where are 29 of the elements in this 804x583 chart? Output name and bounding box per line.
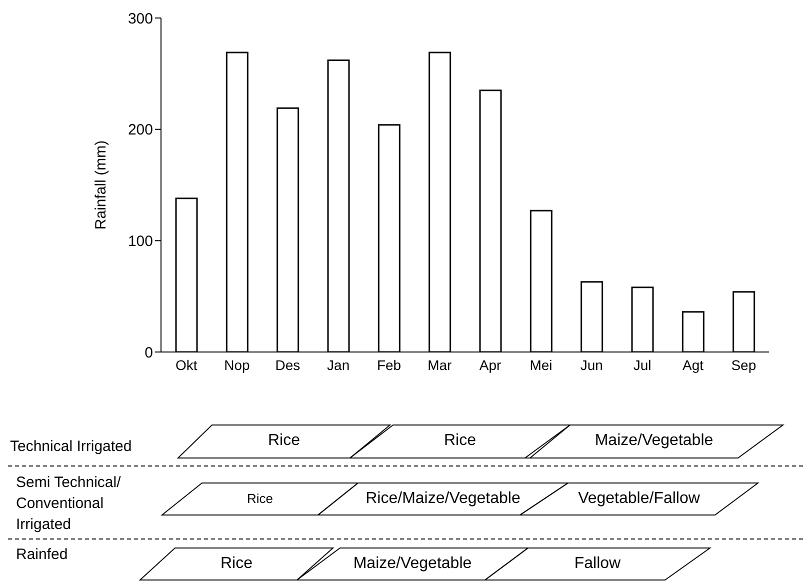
text: Vegetable/Fallow: [577, 489, 701, 509]
y-axis-title: Rainfall (mm): [92, 140, 110, 230]
y-tick-label: 100: [128, 232, 153, 250]
x-tick-label: Jan: [327, 356, 350, 373]
text: Rice: [246, 490, 274, 508]
y-tick-label: 200: [128, 122, 153, 139]
y-tick-label: 300: [128, 10, 153, 28]
x-tick-label: Jun: [580, 356, 603, 373]
x-tick-label: Jul: [633, 356, 652, 373]
text: Rice: [442, 431, 477, 451]
text: Semi Technical/ Conventional Irrigated: [16, 473, 122, 535]
y-tick-label: 0: [144, 344, 153, 362]
text: Maize/Vegetable: [594, 431, 714, 451]
x-tick-label: Feb: [376, 356, 402, 373]
x-tick-label: Mar: [428, 356, 452, 373]
text: Fallow: [573, 554, 622, 574]
x-tick-label: Des: [275, 356, 300, 373]
text: Maize/Vegetable: [352, 554, 473, 574]
x-tick-label: Apr: [479, 356, 502, 373]
x-tick-label: Okt: [175, 356, 198, 373]
text: Technical Irrigated: [10, 437, 133, 457]
text: Rice/Maize/Vegetable: [364, 489, 522, 509]
text: Rainfed: [16, 545, 69, 565]
text: Rice: [219, 554, 254, 574]
x-tick-label: Mei: [530, 356, 552, 373]
x-tick-label: Sep: [731, 356, 756, 373]
x-tick-label: Agt: [682, 356, 704, 373]
x-tick-label: Nop: [224, 356, 250, 373]
text: Rice: [266, 431, 301, 451]
